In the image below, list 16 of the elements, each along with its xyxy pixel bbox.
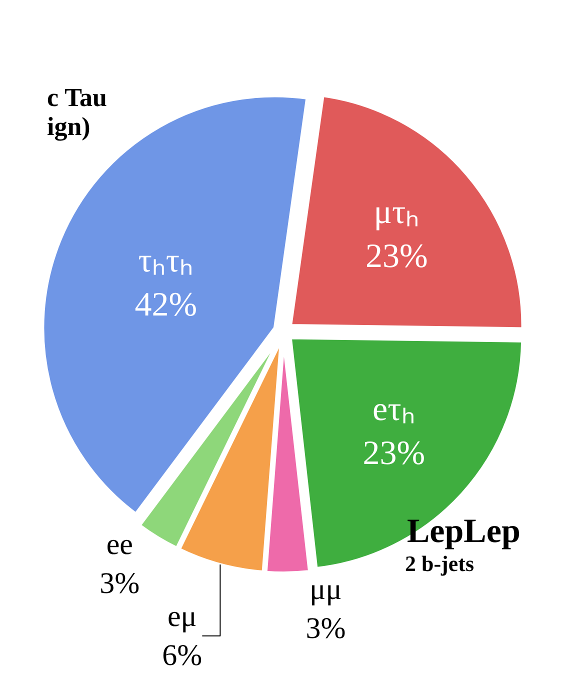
slice-label: τₕτₕ <box>138 242 194 280</box>
text: ign) <box>47 112 90 141</box>
slice-label: eτₕ <box>372 391 416 428</box>
data-label: 23% <box>366 238 428 276</box>
data-label: 23% <box>362 435 426 472</box>
data-label: 42% <box>134 286 198 324</box>
data-label: 3% <box>306 612 346 645</box>
slice-label: μμ <box>310 572 342 606</box>
slice-label: ee <box>106 528 133 561</box>
text: LepLep <box>407 513 520 550</box>
text: 2 b-jets <box>405 551 474 576</box>
text: c Tau <box>47 83 107 112</box>
slice-label: μτₕ <box>374 194 420 231</box>
data-label: 3% <box>100 566 140 600</box>
data-label: 6% <box>162 638 202 672</box>
slice-label: eμ <box>167 600 197 633</box>
